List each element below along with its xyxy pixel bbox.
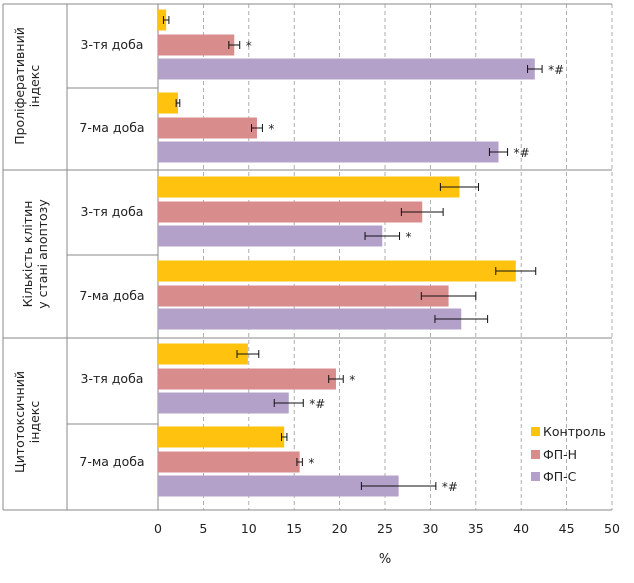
- legend-label: ФП-Н: [543, 447, 577, 462]
- x-tick-label: 0: [154, 521, 162, 536]
- bar: [158, 201, 423, 223]
- bar: [158, 368, 336, 390]
- bar: [158, 225, 383, 247]
- subgroup-label: 3-тя доба: [81, 37, 144, 52]
- legend-label: Контроль: [543, 424, 606, 439]
- subgroup-label: 7-ма доба: [79, 120, 144, 135]
- legend-swatch: [531, 472, 540, 481]
- bar: [158, 260, 516, 282]
- bar: [158, 392, 289, 414]
- x-tick-label: 30: [422, 521, 438, 536]
- x-tick-label: 40: [513, 521, 529, 536]
- subgroup-label: 3-тя доба: [81, 204, 144, 219]
- group-label-line: Цитотоксичний: [12, 371, 27, 473]
- legend-swatch: [531, 450, 540, 459]
- bar: [158, 34, 235, 56]
- significance-mark: *: [406, 230, 412, 244]
- x-tick-label: 5: [199, 521, 207, 536]
- group-label-line: Кількість клітин: [20, 201, 35, 308]
- significance-mark: *: [268, 122, 274, 136]
- group-label-line: індекс: [27, 65, 42, 108]
- bar: [158, 451, 300, 473]
- significance-mark: *#: [309, 397, 325, 411]
- bar: [158, 176, 460, 198]
- significance-mark: *: [308, 456, 314, 470]
- subgroup-label: 7-ма доба: [79, 288, 144, 303]
- group-label: Кількість клітину стані апоптозу: [20, 199, 50, 309]
- legend-swatch: [531, 427, 540, 436]
- x-tick-label: 25: [377, 521, 393, 536]
- x-tick-label: 35: [468, 521, 484, 536]
- x-tick-label: 50: [604, 521, 620, 536]
- x-tick-label: 45: [559, 521, 575, 536]
- bar: [158, 426, 285, 448]
- bar: [158, 9, 167, 31]
- significance-mark: *: [349, 373, 355, 387]
- bar: [158, 117, 257, 139]
- bar: [158, 475, 399, 497]
- bar: [158, 343, 248, 365]
- group-label-line: індекс: [27, 401, 42, 444]
- subgroup-label: 3-тя доба: [81, 371, 144, 386]
- bar: [158, 92, 178, 114]
- group-label: Цитотоксичнийіндекс: [12, 371, 42, 473]
- x-tick-label: 20: [332, 521, 348, 536]
- x-axis-label: %: [379, 552, 391, 567]
- bar: [158, 141, 499, 163]
- group-label-line: Проліферативний: [12, 27, 27, 145]
- significance-mark: *#: [442, 480, 458, 494]
- group-label: Проліферативнийіндекс: [12, 27, 42, 145]
- legend-label: ФП-С: [543, 469, 577, 484]
- x-tick-label: 15: [286, 521, 302, 536]
- significance-mark: *#: [514, 146, 530, 160]
- bar: [158, 308, 462, 330]
- subgroup-label: 7-ма доба: [79, 454, 144, 469]
- significance-mark: *: [246, 39, 252, 53]
- bar: [158, 58, 535, 80]
- significance-mark: *#: [548, 63, 564, 77]
- group-label-line: у стані апоптозу: [35, 199, 50, 309]
- bar: [158, 285, 449, 307]
- x-tick-label: 10: [241, 521, 257, 536]
